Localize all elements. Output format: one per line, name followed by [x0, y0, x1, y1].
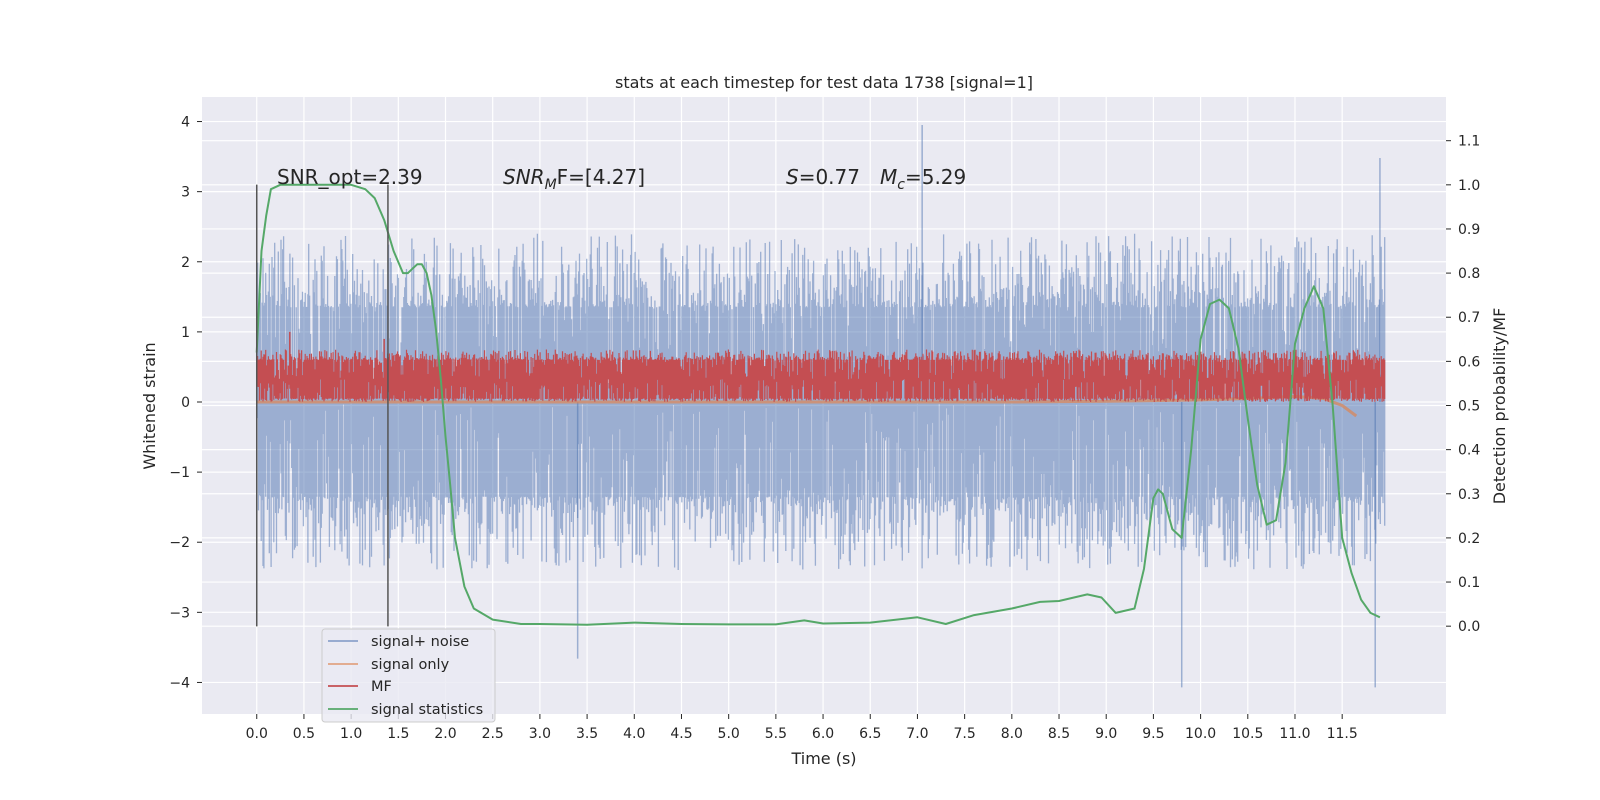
- annotation-snr-mf-subscript: M: [545, 177, 557, 193]
- x-tick-label: 2.5: [482, 726, 504, 742]
- y-tick-label: 1: [181, 325, 190, 341]
- annotations: SNR_opt=2.39 SNRMF=[4.27] S=0.77 Mc=5.29: [277, 165, 966, 193]
- legend: signal+ noise signal only MF signal stat…: [321, 628, 496, 723]
- legend-label-signal-noise: signal+ noise: [371, 634, 469, 650]
- y-axis-label: Whitened strain: [140, 342, 159, 469]
- x-tick-label: 10.5: [1232, 726, 1263, 742]
- legend-label-signal-only: signal only: [371, 657, 450, 673]
- x-axis-label: Time (s): [790, 749, 856, 768]
- vertical-markers: [255, 184, 389, 627]
- y-right-tick-label: 0.3: [1458, 487, 1480, 503]
- x-tick-label: 9.5: [1142, 726, 1164, 742]
- y-tick-label: −3: [169, 605, 190, 621]
- y-right-tick-label: 0.9: [1458, 222, 1480, 238]
- y-right-tick-label: 0.1: [1458, 575, 1480, 591]
- x-tick-label: 6.0: [812, 726, 834, 742]
- y-axis-left: 4 3 2 1 0 −1 −2 −3 −4: [169, 115, 202, 691]
- y-tick-label: −4: [169, 675, 190, 691]
- y-right-tick-label: 0.0: [1458, 619, 1480, 635]
- x-tick-label: 8.5: [1048, 726, 1070, 742]
- x-tick-label: 2.0: [434, 726, 456, 742]
- x-tick-label: 6.5: [859, 726, 881, 742]
- annotation-s: S=0.77: [786, 165, 860, 189]
- chart-title: stats at each timestep for test data 173…: [615, 73, 1033, 92]
- y-right-tick-label: 1.1: [1458, 134, 1480, 150]
- x-tick-label: 9.0: [1095, 726, 1117, 742]
- annotation-mc-value: =5.29: [905, 165, 966, 189]
- y-right-tick-label: 0.2: [1458, 531, 1480, 547]
- x-axis: 0.0 0.5 1.0 1.5 2.0 2.5 3.0 3.5 4.0 4.5 5.0 5.5 6.0 6…: [246, 714, 1358, 742]
- y-tick-label: 4: [181, 115, 190, 131]
- x-tick-label: 7.5: [954, 726, 976, 742]
- annotation-snr-mf-value: F=[4.27]: [557, 165, 645, 189]
- annotation-snr-mf-symbol: SNR: [503, 165, 545, 189]
- annotation-mc: Mc=5.29: [880, 165, 966, 193]
- x-tick-label: 11.5: [1327, 726, 1358, 742]
- annotation-mc-subscript: c: [897, 177, 905, 193]
- x-tick-label: 0.0: [246, 726, 268, 742]
- x-tick-label: 1.5: [387, 726, 409, 742]
- y-tick-label: −2: [169, 535, 190, 551]
- x-tick-label: 3.5: [576, 726, 598, 742]
- y-right-tick-label: 1.0: [1458, 178, 1480, 194]
- legend-label-mf: MF: [371, 679, 392, 695]
- y-tick-label: 3: [181, 185, 190, 201]
- y-tick-label: −1: [169, 465, 190, 481]
- x-tick-label: 0.5: [293, 726, 315, 742]
- annotation-s-value: =0.77: [799, 165, 860, 189]
- y-axis-right: 1.1 1.0 0.9 0.8 0.7 0.6 0.5 0.4 0.3 0.2 0.1 0.0: [1446, 134, 1480, 635]
- signal-statistics-line: [255, 183, 1381, 626]
- annotation-snr-mf: SNRMF=[4.27]: [503, 165, 645, 193]
- x-tick-label: 3.0: [529, 726, 551, 742]
- x-tick-label: 10.0: [1185, 726, 1216, 742]
- x-tick-label: 11.0: [1279, 726, 1310, 742]
- x-tick-label: 5.0: [718, 726, 740, 742]
- series-layer: [255, 125, 1386, 688]
- x-tick-label: 8.0: [1001, 726, 1023, 742]
- legend-label-signal-statistics: signal statistics: [371, 702, 483, 718]
- x-tick-label: 4.0: [623, 726, 645, 742]
- y-right-tick-label: 0.7: [1458, 310, 1480, 326]
- y-axis-label-right: Detection probability/MF: [1490, 308, 1509, 505]
- x-tick-label: 5.5: [765, 726, 787, 742]
- x-tick-label: 4.5: [670, 726, 692, 742]
- annotation-mc-symbol: M: [880, 165, 897, 189]
- y-right-tick-label: 0.8: [1458, 266, 1480, 282]
- annotation-snr-opt: SNR_opt=2.39: [277, 165, 423, 189]
- legend-box: [321, 628, 496, 723]
- y-tick-label: 2: [181, 255, 190, 271]
- y-right-tick-label: 0.4: [1458, 443, 1480, 459]
- x-tick-label: 1.0: [340, 726, 362, 742]
- y-tick-label: 0: [181, 395, 190, 411]
- annotation-s-symbol: S: [786, 165, 799, 189]
- x-tick-label: 7.0: [906, 726, 928, 742]
- y-right-tick-label: 0.6: [1458, 354, 1480, 370]
- y-right-tick-label: 0.5: [1458, 399, 1480, 415]
